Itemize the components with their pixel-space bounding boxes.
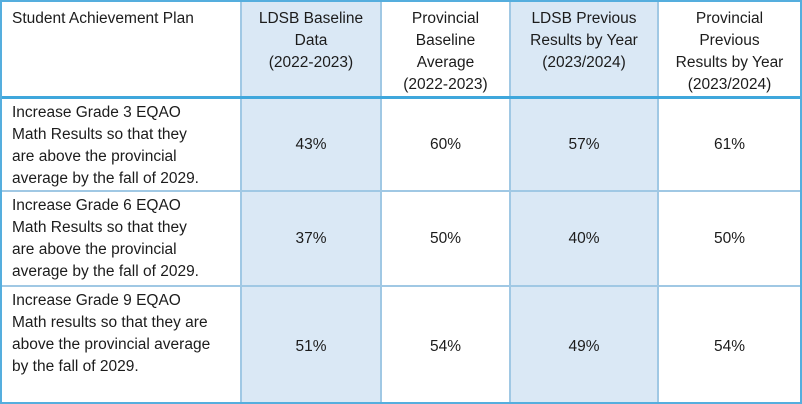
- header-row: Student Achievement Plan LDSB Baseline D…: [2, 2, 800, 99]
- value-cell-grade3-ldsb-baseline: 43%: [240, 96, 382, 192]
- value-cell-grade9-provincial-previous: 54%: [657, 285, 800, 402]
- value-cell-grade3-provincial-baseline: 60%: [380, 96, 511, 192]
- value-cell-grade6-provincial-baseline: 50%: [380, 190, 511, 287]
- value-cell-grade3-provincial-previous: 61%: [657, 96, 800, 192]
- value-cell-grade3-ldsb-previous: 57%: [509, 96, 659, 192]
- header-cell-ldsb-baseline-data: LDSB Baseline Data (2022-2023): [240, 2, 382, 99]
- table-row-grade-3: Increase Grade 3 EQAO Math Results so th…: [2, 96, 800, 192]
- goal-cell-grade-9: Increase Grade 9 EQAO Math results so th…: [2, 285, 242, 402]
- header-cell-student-achievement-plan: Student Achievement Plan: [2, 2, 242, 99]
- value-cell-grade6-provincial-previous: 50%: [657, 190, 800, 287]
- header-cell-provincial-previous-results: Provincial Previous Results by Year (202…: [657, 2, 800, 99]
- value-cell-grade6-ldsb-previous: 40%: [509, 190, 659, 287]
- value-cell-grade9-ldsb-previous: 49%: [509, 285, 659, 402]
- header-cell-ldsb-previous-results: LDSB Previous Results by Year (2023/2024…: [509, 2, 659, 99]
- table-row-grade-6: Increase Grade 6 EQAO Math Results so th…: [2, 190, 800, 287]
- value-cell-grade9-provincial-baseline: 54%: [380, 285, 511, 402]
- goal-cell-grade-3: Increase Grade 3 EQAO Math Results so th…: [2, 96, 242, 192]
- header-cell-provincial-baseline-average: Provincial Baseline Average (2022-2023): [380, 2, 511, 99]
- value-cell-grade6-ldsb-baseline: 37%: [240, 190, 382, 287]
- value-cell-grade9-ldsb-baseline: 51%: [240, 285, 382, 402]
- goal-cell-grade-6: Increase Grade 6 EQAO Math Results so th…: [2, 190, 242, 287]
- table-row-grade-9: Increase Grade 9 EQAO Math results so th…: [2, 285, 800, 402]
